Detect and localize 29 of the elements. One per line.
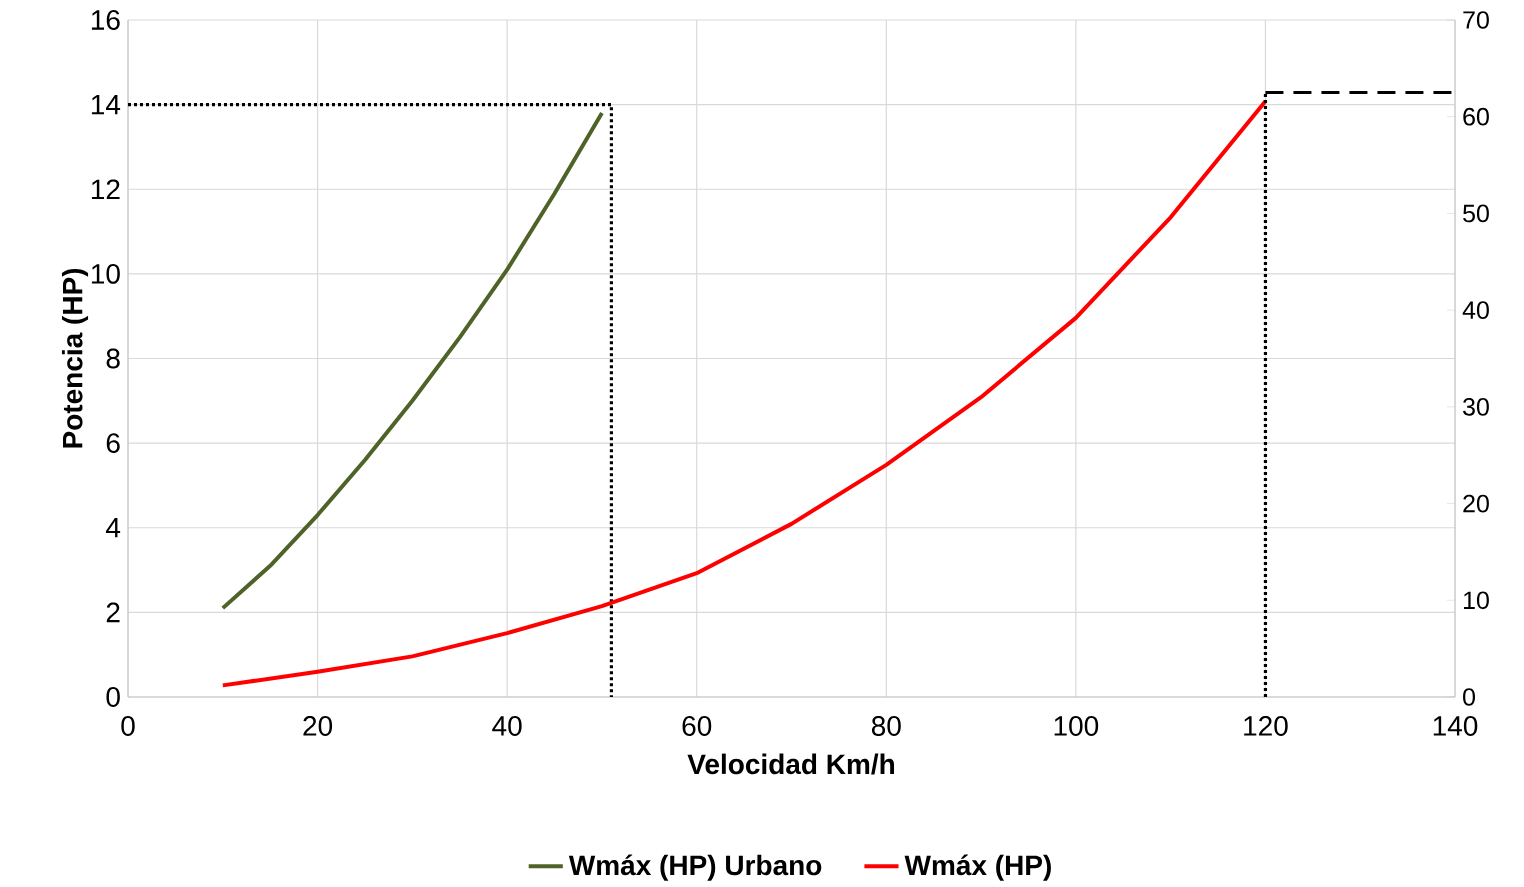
y2-tick-label: 0 bbox=[1463, 688, 1475, 706]
x-tick-label: 0 bbox=[121, 716, 135, 736]
y-tick-label: 4 bbox=[106, 518, 121, 538]
y2-tick-label: 20 bbox=[1463, 494, 1489, 513]
x-tick-label: 120 bbox=[1244, 716, 1288, 736]
y-tick-label: 12 bbox=[91, 179, 120, 200]
y-tick-label: 16 bbox=[91, 10, 120, 30]
y2-tick-label: 30 bbox=[1463, 398, 1489, 416]
legend-label: Wmáx (HP) Urbano bbox=[568, 854, 822, 881]
y2-tick-label: 50 bbox=[1463, 204, 1489, 223]
y-tick-label: 0 bbox=[106, 687, 120, 707]
y-tick-label: 14 bbox=[91, 94, 121, 115]
x-tick-label: 60 bbox=[682, 716, 712, 736]
y-tick-label: 8 bbox=[106, 348, 120, 369]
x-tick-label: 20 bbox=[303, 716, 333, 736]
y-tick-label: 6 bbox=[106, 433, 120, 454]
y2-tick-label: 10 bbox=[1463, 591, 1489, 610]
legend-label: Wmáx (HP) bbox=[904, 854, 1051, 881]
y-tick-label: 2 bbox=[106, 602, 120, 623]
x-tick-label: 80 bbox=[871, 716, 901, 736]
y-axis-title: Potencia (HP) bbox=[61, 268, 89, 448]
x-tick-label: 40 bbox=[492, 716, 522, 736]
y2-tick-label: 70 bbox=[1463, 11, 1489, 29]
y2-tick-label: 60 bbox=[1463, 107, 1489, 126]
y-tick-label: 10 bbox=[91, 263, 120, 284]
y2-tick-label: 40 bbox=[1462, 301, 1489, 319]
x-axis-title: Velocidad Km/h bbox=[687, 753, 895, 775]
x-tick-label: 140 bbox=[1433, 716, 1478, 736]
x-tick-label: 100 bbox=[1054, 716, 1099, 736]
